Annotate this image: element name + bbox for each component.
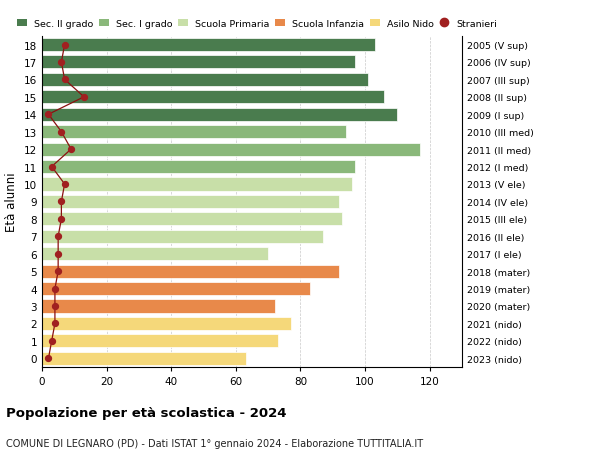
Bar	[42, 335, 278, 347]
Bar	[42, 282, 310, 296]
Bar	[42, 317, 291, 330]
Point	[56, 198, 66, 206]
Point	[47, 163, 56, 171]
Bar	[42, 352, 245, 365]
Point	[79, 94, 89, 101]
Y-axis label: Età alunni: Età alunni	[5, 172, 19, 232]
Bar	[42, 230, 323, 243]
Bar	[42, 300, 275, 313]
Point	[47, 337, 56, 345]
Point	[53, 233, 63, 241]
Bar	[42, 143, 420, 157]
Bar	[42, 247, 268, 261]
Point	[53, 268, 63, 275]
Bar	[42, 56, 355, 69]
Bar	[42, 74, 368, 87]
Legend: Sec. II grado, Sec. I grado, Scuola Primaria, Scuola Infanzia, Asilo Nido, Stran: Sec. II grado, Sec. I grado, Scuola Prim…	[17, 20, 497, 29]
Point	[60, 181, 70, 188]
Point	[44, 355, 53, 362]
Bar	[42, 161, 355, 174]
Point	[56, 216, 66, 223]
Point	[56, 129, 66, 136]
Bar	[42, 265, 339, 278]
Point	[66, 146, 76, 153]
Bar	[42, 213, 343, 226]
Point	[50, 320, 60, 327]
Text: Popolazione per età scolastica - 2024: Popolazione per età scolastica - 2024	[6, 406, 287, 419]
Point	[56, 59, 66, 67]
Bar	[42, 196, 339, 208]
Point	[60, 77, 70, 84]
Bar	[42, 126, 346, 139]
Text: COMUNE DI LEGNARO (PD) - Dati ISTAT 1° gennaio 2024 - Elaborazione TUTTITALIA.IT: COMUNE DI LEGNARO (PD) - Dati ISTAT 1° g…	[6, 438, 423, 448]
Bar	[42, 108, 397, 122]
Point	[50, 302, 60, 310]
Point	[53, 251, 63, 258]
Bar	[42, 91, 385, 104]
Point	[50, 285, 60, 292]
Bar	[42, 39, 375, 52]
Point	[60, 42, 70, 49]
Point	[44, 112, 53, 119]
Bar	[42, 178, 352, 191]
